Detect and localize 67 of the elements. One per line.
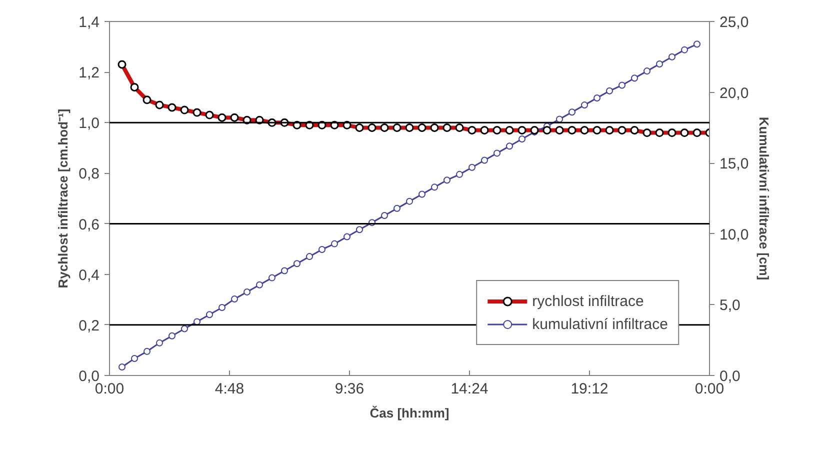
point [206,311,213,318]
point [456,170,463,178]
y-tick-label: 0,4 [78,266,100,284]
y-tick-label: 0,6 [78,216,100,234]
point [356,226,363,234]
y-tick-label: 1,0 [78,115,100,132]
y2-tick-label: 20,0 [720,84,749,102]
point [231,296,238,303]
point [344,233,350,240]
point [181,325,188,332]
point [318,246,326,253]
point [244,288,250,296]
point [281,267,288,274]
x-tick-label: 14:24 [450,380,488,398]
point [156,339,163,346]
point [468,164,476,171]
point [494,150,500,157]
point [506,142,513,150]
x-tick-label: 4:48 [214,380,244,398]
point [331,240,338,248]
point [268,274,276,282]
point [518,136,526,143]
x-tick-label: 9:36 [334,380,364,398]
point [144,348,150,355]
y2-tick-label: 10,0 [720,226,749,244]
point [668,53,676,60]
y-tick-label: 1,4 [78,14,100,31]
point [656,60,663,68]
legend-label: kumulativní infiltrace [532,316,668,332]
point [444,176,450,184]
point [431,184,438,191]
point [256,281,263,288]
point [556,116,563,123]
point [394,204,400,212]
x-tick-label: 19:12 [570,380,608,398]
legend-label: rychlost infiltrace [532,292,644,310]
y-tick-label: 1,2 [78,64,100,82]
point [306,253,313,260]
point [644,68,650,75]
point [406,198,413,205]
x-tick-label: 0:00 [94,380,124,398]
point [618,82,626,89]
point [131,355,138,362]
point [418,190,426,198]
x-axis-title: Čas [hh:mm] [370,406,450,420]
point [681,46,688,54]
y2-tick-label: 25,0 [720,14,749,31]
point [194,318,200,326]
y2-axis-title: Kumulativní infiltrace [cm] [756,116,772,280]
point [481,156,488,164]
point [118,364,126,370]
point [606,87,613,94]
point [694,40,700,48]
point [381,212,388,219]
y-tick-label: 0,8 [78,166,100,183]
x-tick-label: 0:00 [694,380,724,398]
y2-tick-label: 5,0 [720,297,740,314]
point [294,260,300,268]
y2-tick-label: 15,0 [720,156,749,173]
point [168,332,176,340]
point [581,102,588,109]
y-tick-label: 0,2 [78,317,100,334]
point [568,108,576,116]
point [631,74,638,82]
point [594,94,600,102]
point [218,304,226,312]
y-axis-title: Rychlost infiltrace [cm.hod⁻¹] [56,108,71,288]
